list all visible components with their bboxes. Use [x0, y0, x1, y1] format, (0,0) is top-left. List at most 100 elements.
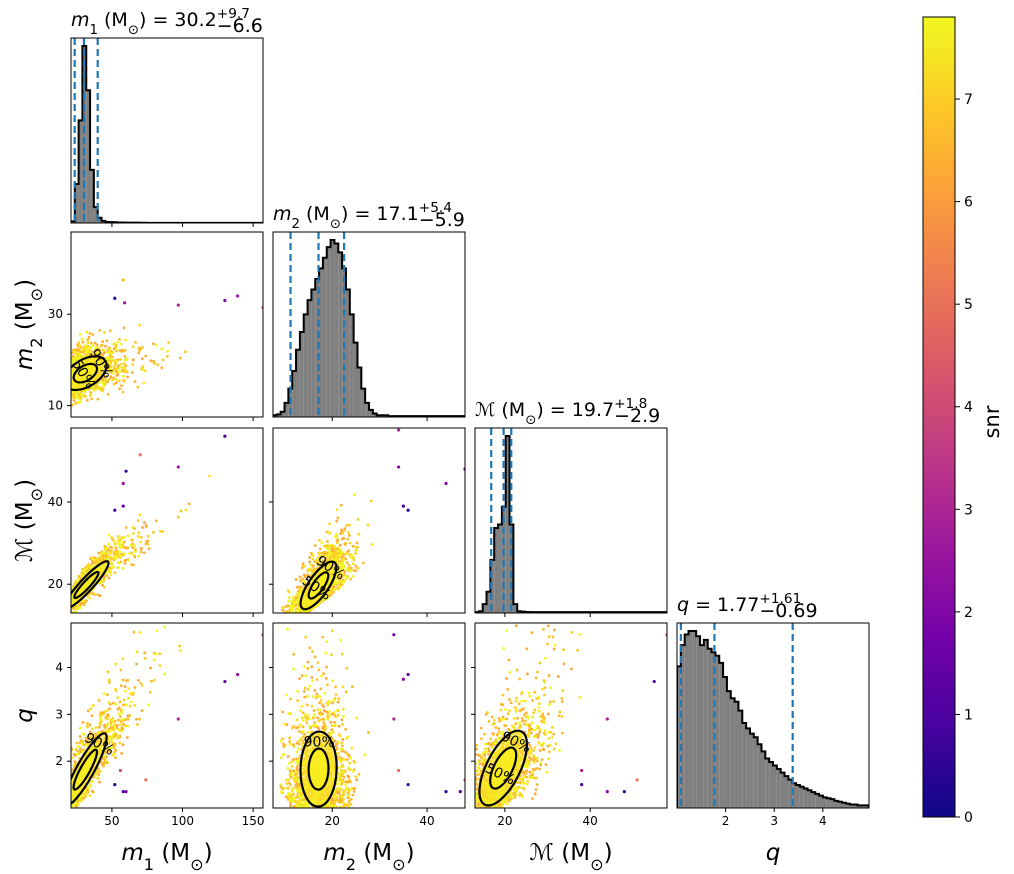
sample-point [135, 662, 139, 666]
sample-point [105, 339, 109, 343]
sample-point [56, 803, 59, 806]
sample-point [315, 561, 319, 565]
sample-point [108, 551, 112, 555]
sample-point [124, 546, 128, 550]
sample-point [64, 603, 67, 606]
sample-point [65, 614, 68, 617]
outlier-point [121, 504, 125, 508]
sample-point [63, 393, 66, 396]
sample-point [344, 542, 348, 545]
sample-point [61, 617, 64, 620]
sample-point [355, 541, 359, 545]
sample-point [84, 346, 88, 350]
sample-point [63, 609, 66, 612]
sample-point [64, 404, 67, 407]
sample-point [338, 543, 342, 547]
sample-point [115, 348, 118, 351]
sample-point [281, 606, 285, 610]
sample-point [66, 380, 69, 383]
sample-point [77, 341, 81, 345]
sample-point [111, 378, 115, 382]
hist-bar-q [723, 677, 727, 808]
sample-point [77, 347, 80, 351]
sample-point [74, 579, 78, 583]
sample-point [325, 546, 329, 550]
sample-point [341, 573, 345, 577]
sample-point [68, 368, 71, 371]
hist-bar-q [757, 744, 762, 808]
sample-point [292, 614, 295, 617]
sample-point [63, 620, 66, 623]
sample-point [91, 333, 95, 336]
sample-point [62, 390, 65, 393]
sample-point [64, 801, 67, 804]
sample-point [64, 379, 67, 382]
sample-point [101, 583, 104, 587]
sample-point [337, 585, 341, 588]
sample-point [81, 721, 85, 724]
sample-point [61, 385, 64, 388]
sample-point [96, 593, 100, 596]
sample-point [64, 375, 67, 378]
hist-bar-q [792, 783, 797, 808]
title-minus-mc: −2.9 [614, 405, 660, 427]
sample-point [113, 571, 117, 575]
sample-point [62, 614, 65, 617]
sample-point [353, 493, 356, 497]
sample-point [112, 365, 116, 368]
sample-point [58, 621, 61, 624]
sample-point [345, 561, 349, 565]
sample-point [58, 620, 61, 623]
sample-point [65, 789, 68, 792]
sample-point [65, 799, 68, 802]
sample-point [66, 607, 69, 610]
sample-point [184, 350, 187, 354]
sample-point [111, 565, 115, 568]
sample-point [68, 603, 71, 606]
sample-point [67, 795, 70, 798]
sample-point [324, 544, 328, 547]
sample-point [65, 767, 68, 770]
sample-point [66, 371, 69, 374]
hist-bar-m1 [97, 217, 102, 223]
sample-point [65, 606, 68, 609]
sample-point [62, 793, 65, 796]
sample-point [58, 395, 61, 398]
hist-bar-m1 [82, 46, 87, 223]
sample-point [62, 797, 65, 800]
sample-point [93, 556, 96, 560]
sample-point [103, 380, 107, 384]
sample-point [333, 588, 337, 592]
hist-bar-q [865, 805, 869, 808]
sample-point [151, 342, 155, 346]
sample-point [308, 556, 312, 559]
sample-point [65, 607, 68, 610]
hist-bar-m2 [326, 247, 331, 417]
sample-point [86, 709, 90, 713]
sample-point [160, 366, 164, 370]
sample-point [64, 620, 67, 623]
sample-point [122, 535, 126, 539]
hist-bar-m1 [93, 207, 98, 223]
sample-point [65, 373, 68, 376]
sample-point [92, 389, 96, 392]
sample-point [98, 594, 102, 598]
sample-point [68, 602, 71, 605]
sample-point [66, 610, 69, 613]
sample-point [116, 540, 120, 544]
sample-point [65, 604, 68, 607]
hist-bar-m2 [299, 332, 304, 417]
sample-point [302, 573, 306, 577]
sample-point [67, 372, 70, 375]
sample-point [57, 625, 60, 628]
sample-point [65, 619, 68, 622]
sample-point [68, 370, 71, 373]
sample-point [122, 326, 126, 330]
sample-point [290, 607, 293, 610]
sample-point [298, 592, 302, 595]
sample-point [294, 615, 297, 618]
sample-point [63, 381, 66, 384]
sample-point [61, 383, 64, 386]
sample-point [298, 618, 301, 621]
sample-point [98, 381, 101, 384]
